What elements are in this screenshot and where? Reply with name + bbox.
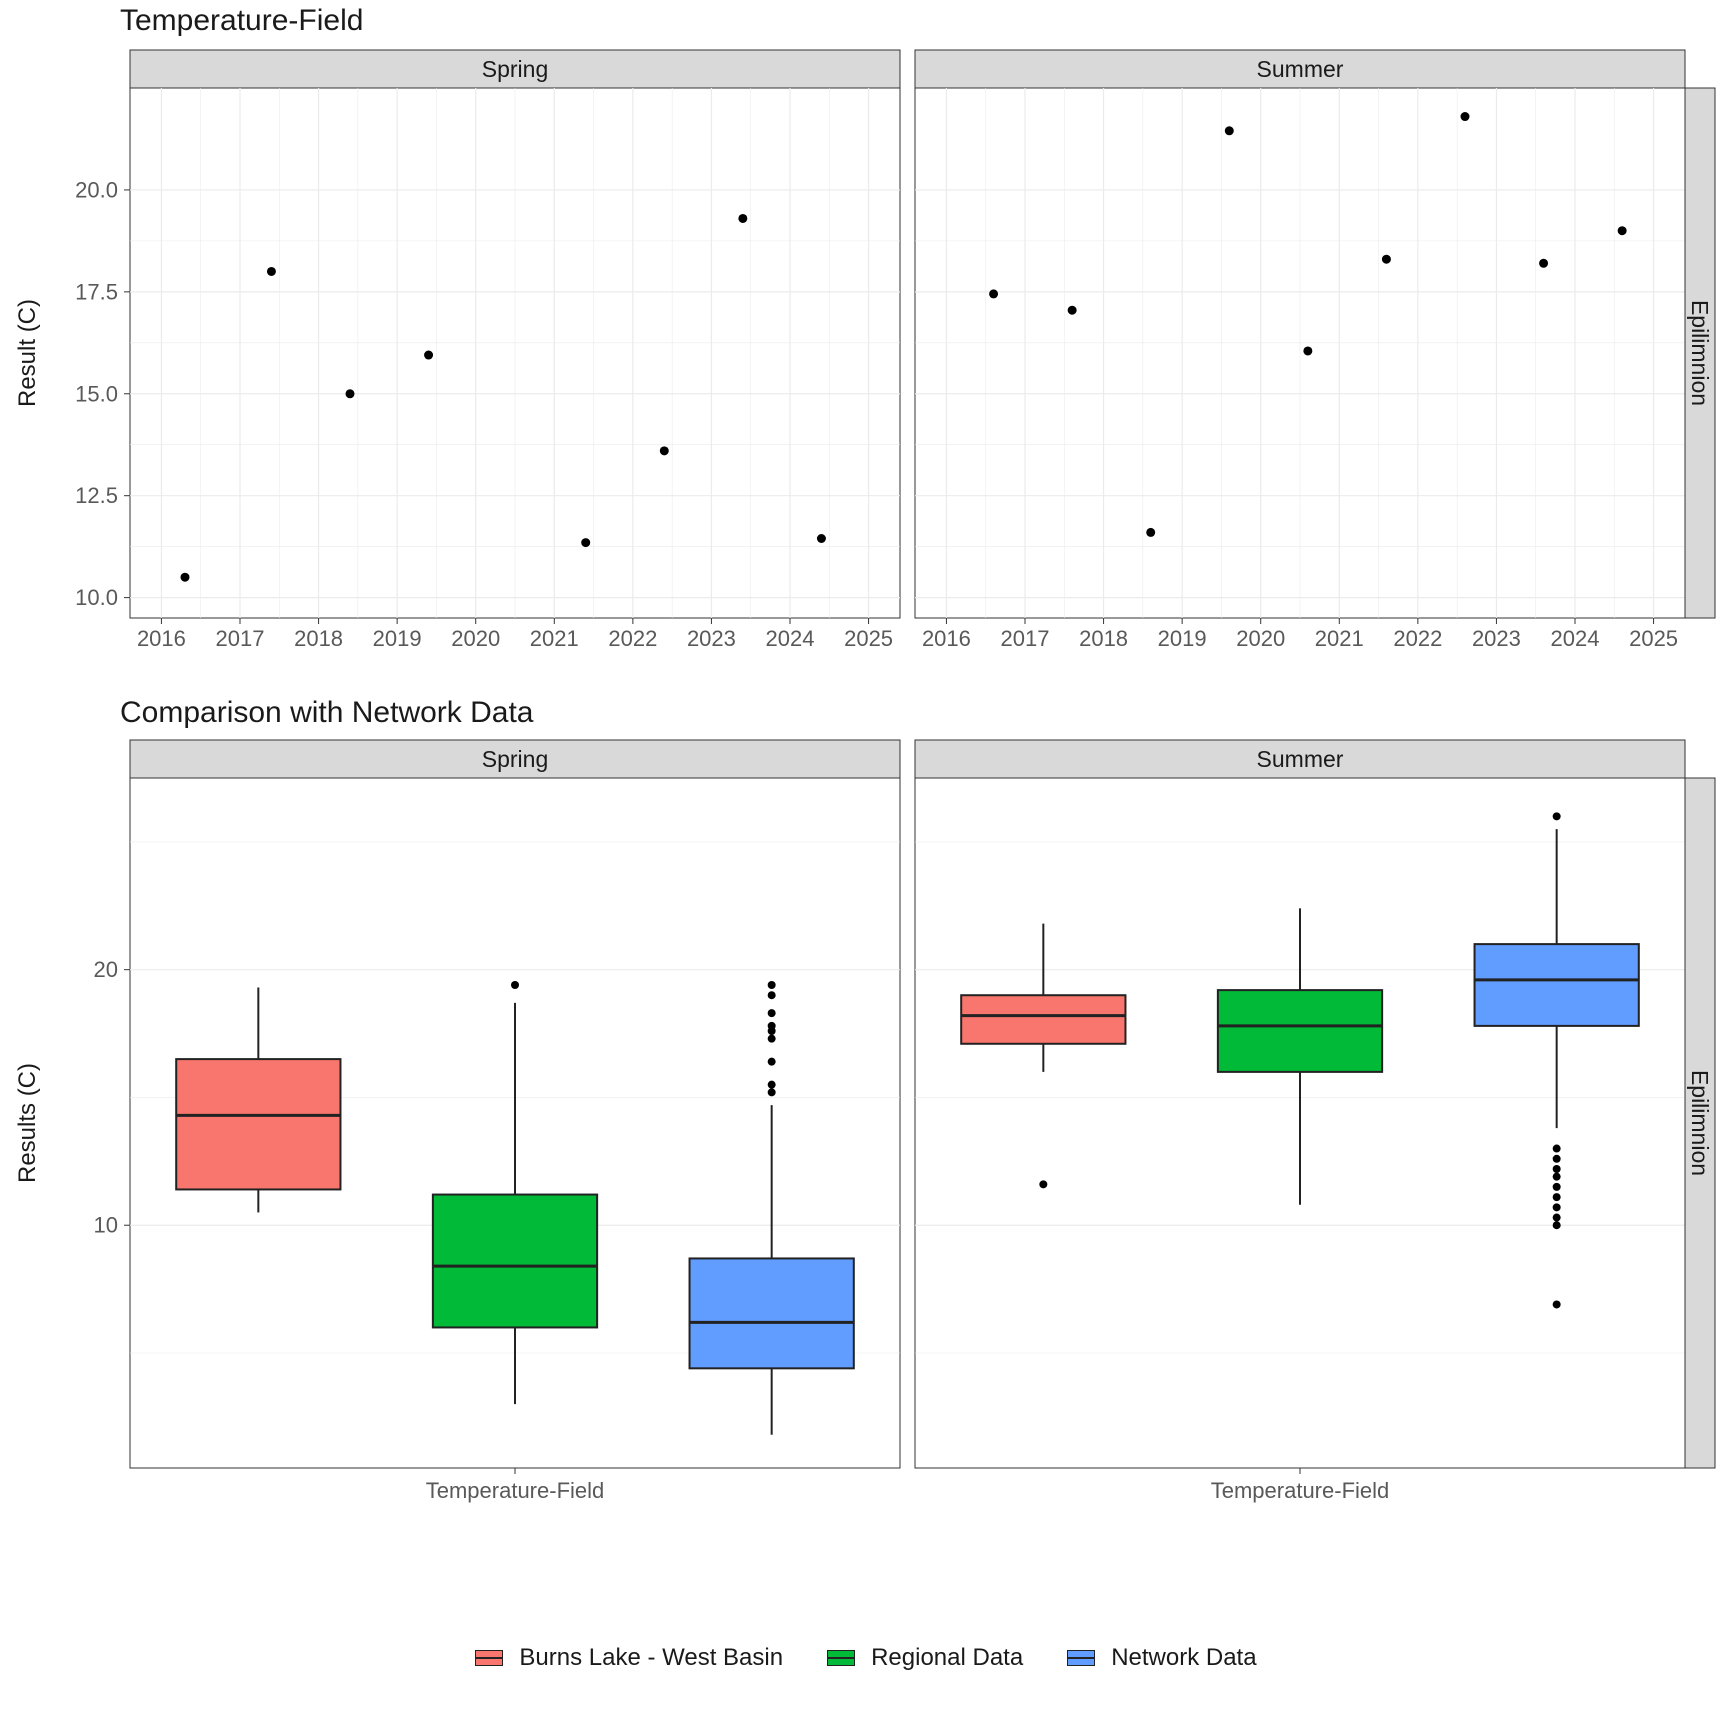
data-point [267, 267, 276, 276]
outlier-point [1553, 1300, 1561, 1308]
box [690, 1258, 854, 1368]
y-tick-label: 15.0 [75, 381, 118, 406]
box [176, 1059, 340, 1189]
legend-item: Network Data [1063, 1640, 1256, 1676]
boxplot-x-label: Temperature-Field [426, 1478, 605, 1503]
x-tick-label: 2023 [1472, 626, 1521, 651]
box [1218, 990, 1382, 1072]
x-tick-label: 2018 [1079, 626, 1128, 651]
data-point [346, 389, 355, 398]
x-tick-label: 2021 [530, 626, 579, 651]
outlier-point [768, 1035, 776, 1043]
right-strip-label: Epilimnion [1687, 300, 1713, 406]
x-tick-label: 2019 [1158, 626, 1207, 651]
data-point [1539, 259, 1548, 268]
facet-label: Summer [1257, 56, 1344, 82]
outlier-point [1553, 1221, 1561, 1229]
plot-svg: Temperature-FieldResult (C)Spring2016201… [0, 0, 1728, 1728]
x-tick-label: 2022 [608, 626, 657, 651]
data-point [1068, 306, 1077, 315]
legend-label: Burns Lake - West Basin [519, 1644, 783, 1672]
outlier-point [1553, 1165, 1561, 1173]
data-point [660, 446, 669, 455]
x-tick-label: 2022 [1393, 626, 1442, 651]
data-point [738, 214, 747, 223]
outlier-point [1039, 1180, 1047, 1188]
box [961, 995, 1125, 1044]
x-tick-label: 2025 [1629, 626, 1678, 651]
outlier-point [1553, 1155, 1561, 1163]
facet-label: Spring [482, 56, 548, 82]
outlier-point [768, 1088, 776, 1096]
outlier-point [1553, 1173, 1561, 1181]
x-tick-label: 2023 [687, 626, 736, 651]
outlier-point [1553, 1193, 1561, 1201]
x-tick-label: 2024 [1551, 626, 1600, 651]
box [1475, 944, 1639, 1026]
outlier-point [1553, 1203, 1561, 1211]
outlier-point [1553, 812, 1561, 820]
outlier-point [768, 991, 776, 999]
x-tick-label: 2017 [1001, 626, 1050, 651]
x-tick-label: 2020 [451, 626, 500, 651]
data-point [581, 538, 590, 547]
legend-label: Regional Data [871, 1644, 1023, 1672]
scatter-title: Temperature-Field [120, 4, 363, 37]
data-point [1382, 255, 1391, 264]
legend-key-icon [471, 1640, 507, 1676]
boxplot-title: Comparison with Network Data [120, 696, 534, 729]
x-tick-label: 2016 [137, 626, 186, 651]
y-tick-label: 12.5 [75, 483, 118, 508]
data-point [1461, 112, 1470, 121]
facet-label: Summer [1257, 746, 1344, 772]
data-point [424, 351, 433, 360]
data-point [1303, 346, 1312, 355]
outlier-point [768, 1081, 776, 1089]
y-tick-label: 20 [94, 957, 118, 982]
boxplot-x-label: Temperature-Field [1211, 1478, 1390, 1503]
outlier-point [1553, 1214, 1561, 1222]
legend-key-icon [1063, 1640, 1099, 1676]
legend-label: Network Data [1111, 1644, 1256, 1672]
data-point [181, 573, 190, 582]
outlier-point [768, 1022, 776, 1030]
data-point [1146, 528, 1155, 537]
box [433, 1195, 597, 1328]
legend: Burns Lake - West Basin Regional Data Netw… [0, 1640, 1728, 1676]
boxplot-y-axis-title: Results (C) [14, 1063, 41, 1183]
y-tick-label: 20.0 [75, 177, 118, 202]
y-tick-label: 10.0 [75, 585, 118, 610]
data-point [1618, 226, 1627, 235]
outlier-point [511, 981, 519, 989]
facet-label: Spring [482, 746, 548, 772]
x-tick-label: 2025 [844, 626, 893, 651]
data-point [1225, 126, 1234, 135]
x-tick-label: 2019 [373, 626, 422, 651]
x-tick-label: 2016 [922, 626, 971, 651]
y-tick-label: 10 [94, 1213, 118, 1238]
x-tick-label: 2018 [294, 626, 343, 651]
data-point [817, 534, 826, 543]
right-strip-label: Epilimnion [1687, 1070, 1713, 1176]
outlier-point [1553, 1145, 1561, 1153]
scatter-y-axis-title: Result (C) [14, 299, 41, 407]
legend-key-icon [823, 1640, 859, 1676]
x-tick-label: 2024 [766, 626, 815, 651]
legend-item: Regional Data [823, 1640, 1023, 1676]
legend-item: Burns Lake - West Basin [471, 1640, 783, 1676]
outlier-point [1553, 1183, 1561, 1191]
y-tick-label: 17.5 [75, 279, 118, 304]
outlier-point [768, 981, 776, 989]
figure-container: Temperature-FieldResult (C)Spring2016201… [0, 0, 1728, 1728]
outlier-point [768, 1009, 776, 1017]
outlier-point [768, 1058, 776, 1066]
x-tick-label: 2020 [1236, 626, 1285, 651]
x-tick-label: 2021 [1315, 626, 1364, 651]
data-point [989, 289, 998, 298]
x-tick-label: 2017 [216, 626, 265, 651]
